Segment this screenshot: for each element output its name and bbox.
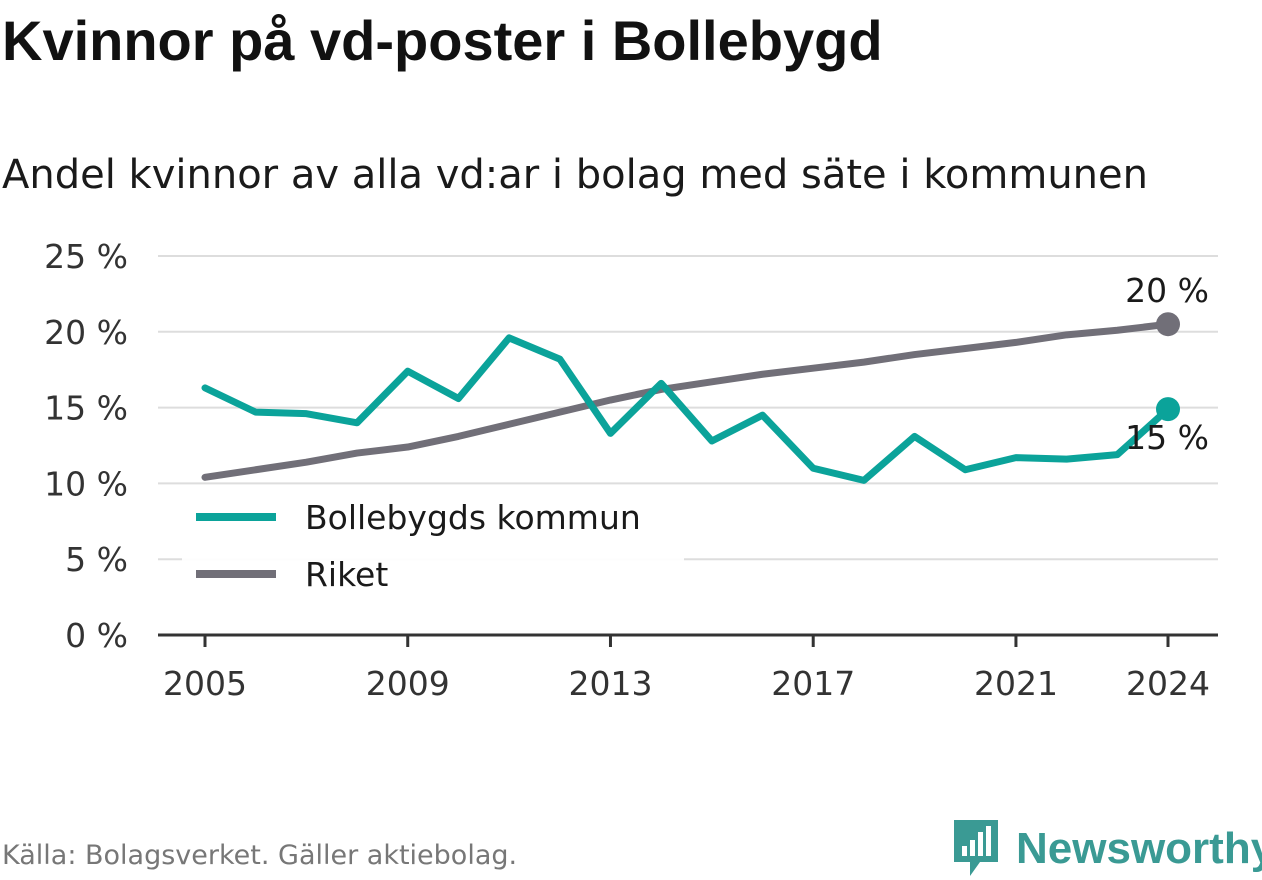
legend: Bollebygds kommun Riket bbox=[182, 486, 684, 604]
legend-background bbox=[182, 486, 684, 604]
y-axis-ticks: 0 % 5 % 10 % 15 % 20 % 25 % bbox=[44, 237, 128, 655]
newsworthy-logo-icon bbox=[954, 820, 998, 876]
y-tick-label: 15 % bbox=[44, 389, 128, 428]
x-axis: 2005 2009 2013 2017 2021 2024 bbox=[158, 633, 1218, 703]
x-tick-label: 2024 bbox=[1126, 664, 1210, 703]
series-line-riket bbox=[201, 320, 1172, 481]
y-tick-label: 20 % bbox=[44, 313, 128, 352]
y-tick-label: 0 % bbox=[65, 616, 128, 655]
legend-label: Riket bbox=[305, 555, 388, 594]
end-point-marker bbox=[1156, 312, 1180, 337]
y-tick-label: 5 % bbox=[65, 540, 128, 579]
end-point-marker bbox=[1156, 397, 1180, 422]
x-tick-label: 2009 bbox=[366, 664, 450, 703]
y-tick-label: 10 % bbox=[44, 464, 128, 503]
x-tick-label: 2021 bbox=[974, 664, 1058, 703]
brand-name: Newsworthy bbox=[1016, 824, 1262, 873]
series-lines bbox=[201, 320, 1172, 484]
brand-logo: Newsworthy bbox=[950, 818, 1262, 880]
series-line-bollebygd bbox=[201, 334, 1172, 484]
end-value-label: 20 % bbox=[1125, 271, 1209, 310]
legend-label: Bollebygds kommun bbox=[305, 498, 641, 537]
x-tick-label: 2005 bbox=[163, 664, 247, 703]
end-value-label: 15 % bbox=[1125, 418, 1209, 457]
x-tick-label: 2017 bbox=[771, 664, 855, 703]
chart-title: Kvinnor på vd-poster i Bollebygd bbox=[2, 9, 883, 72]
y-tick-label: 25 % bbox=[44, 237, 128, 276]
chart-subtitle: Andel kvinnor av alla vd:ar i bolag med … bbox=[2, 152, 1148, 198]
source-note: Källa: Bolagsverket. Gäller aktiebolag. bbox=[2, 840, 518, 871]
x-tick-label: 2013 bbox=[568, 664, 652, 703]
end-labels: 15 % 20 % bbox=[1125, 271, 1209, 457]
